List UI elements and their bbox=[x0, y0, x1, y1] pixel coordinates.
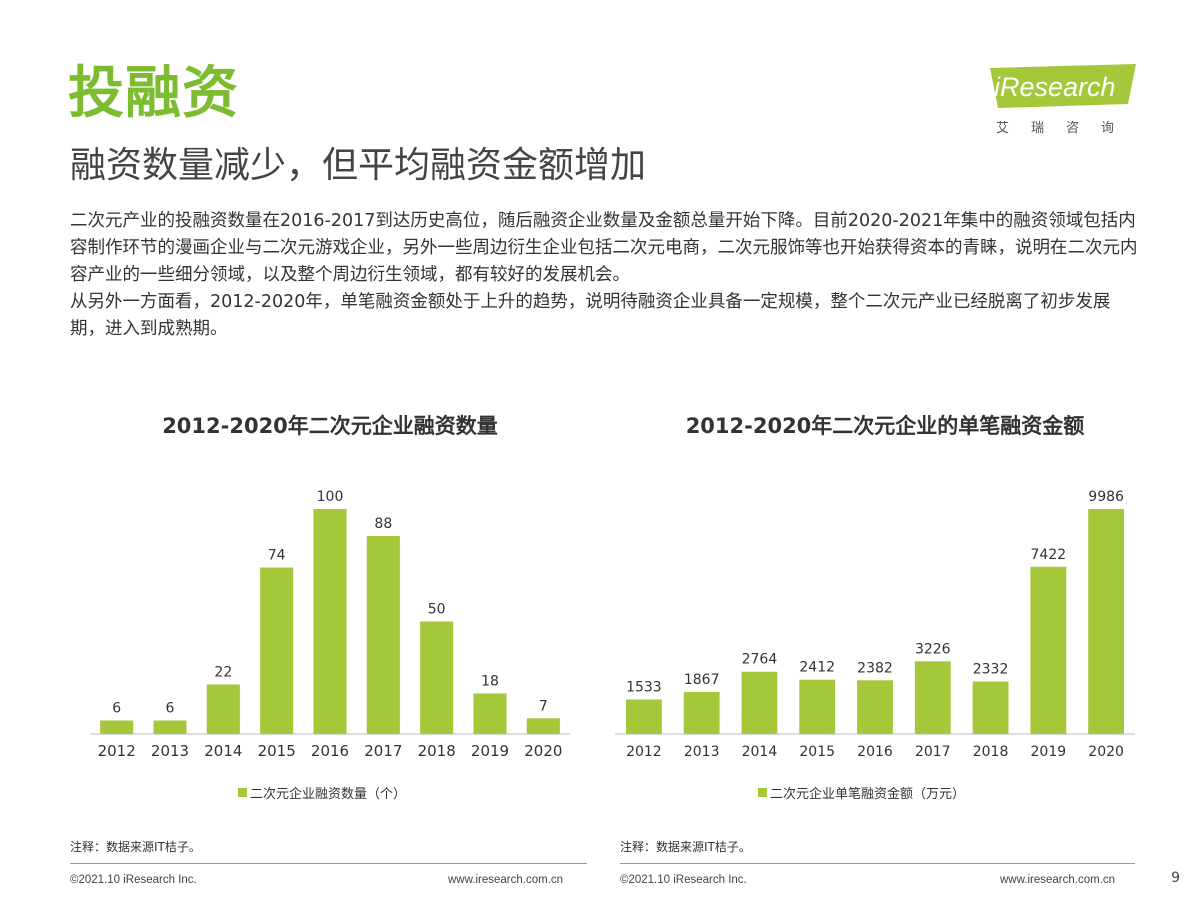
bar-2020 bbox=[526, 718, 560, 734]
bar-2018 bbox=[420, 621, 454, 734]
data-label-2019: 18 bbox=[481, 674, 499, 690]
data-label-2014: 2764 bbox=[742, 652, 778, 668]
bar-2013 bbox=[683, 691, 720, 734]
bar-2018 bbox=[972, 681, 1009, 734]
x-tick-label-2012: 2012 bbox=[626, 744, 662, 760]
logo-wordmark: iResearch bbox=[994, 72, 1116, 102]
logo-subtitle: 艾瑞咨询 bbox=[996, 121, 1137, 136]
footer-copyright-right: ©2021.10 iResearch Inc. bbox=[620, 874, 747, 886]
body-text: 二次元产业的投融资数量在2016-2017到达历史高位，随后融资企业数量及金额总… bbox=[70, 208, 1145, 343]
footer-url-right[interactable]: www.iresearch.com.cn bbox=[1000, 874, 1116, 886]
bar-2015 bbox=[799, 679, 836, 734]
x-tick-label-2013: 2013 bbox=[684, 744, 720, 760]
paragraph-2: 从另外一方面看，2012-2020年，单笔融资金额处于上升的趋势，说明待融资企业… bbox=[70, 292, 1111, 339]
data-label-2013: 6 bbox=[166, 701, 175, 717]
chart-left: 6 2012 6 2013 22 2014 74 2015 100 2016 88 2017 50 201… bbox=[90, 489, 570, 760]
page-subtitle: 融资数量减少，但平均融资金额增加 bbox=[70, 145, 647, 186]
data-label-2018: 2332 bbox=[973, 661, 1009, 677]
note-right: 注释：数据来源IT桔子。 bbox=[620, 840, 751, 854]
bar-2012 bbox=[100, 720, 134, 734]
note-left: 注释：数据来源IT桔子。 bbox=[70, 840, 201, 854]
x-tick-label-2019: 2019 bbox=[471, 742, 509, 760]
bar-2016 bbox=[313, 509, 347, 734]
legend-swatch-right bbox=[758, 788, 767, 797]
bar-2020 bbox=[1088, 509, 1125, 734]
data-label-2014: 22 bbox=[214, 665, 232, 681]
x-tick-label-2015: 2015 bbox=[258, 742, 296, 760]
iresearch-logo bbox=[990, 64, 1136, 108]
x-tick-label-2015: 2015 bbox=[799, 744, 835, 760]
bar-2013 bbox=[153, 720, 187, 734]
page-title: 投融资 bbox=[68, 61, 239, 126]
bar-2019 bbox=[1030, 566, 1067, 734]
data-label-2015: 2412 bbox=[799, 660, 835, 676]
bar-2012 bbox=[625, 699, 662, 734]
x-tick-label-2013: 2013 bbox=[151, 742, 189, 760]
bar-2014 bbox=[206, 684, 240, 734]
x-tick-label-2012: 2012 bbox=[98, 742, 136, 760]
x-tick-label-2019: 2019 bbox=[1031, 744, 1067, 760]
x-tick-label-2018: 2018 bbox=[418, 742, 456, 760]
data-label-2019: 7422 bbox=[1031, 547, 1067, 563]
bar-2016 bbox=[857, 680, 893, 734]
legend-right: 二次元企业单笔融资金额（万元） bbox=[758, 783, 965, 802]
chart-right: 1533 2012 1867 2013 2764 2014 2412 2015 2382 2016… bbox=[615, 489, 1135, 760]
bar-2019 bbox=[473, 693, 507, 734]
data-label-2020: 7 bbox=[539, 698, 548, 714]
x-tick-label-2020: 2020 bbox=[524, 742, 562, 760]
x-tick-label-2017: 2017 bbox=[364, 742, 402, 760]
bar-2014 bbox=[741, 671, 778, 734]
footer-url-left[interactable]: www.iresearch.com.cn bbox=[448, 874, 564, 886]
footer-divider-right bbox=[620, 863, 1135, 864]
paragraph-1: 二次元产业的投融资数量在2016-2017到达历史高位，随后融资企业数量及金额总… bbox=[70, 211, 1138, 285]
data-label-2015: 74 bbox=[268, 548, 286, 564]
data-label-2020: 9986 bbox=[1088, 489, 1124, 505]
x-tick-label-2014: 2014 bbox=[742, 744, 778, 760]
x-tick-label-2018: 2018 bbox=[973, 744, 1009, 760]
chart-title-right: 2012-2020年二次元企业的单笔融资金额 bbox=[685, 414, 1085, 438]
data-label-2018: 50 bbox=[428, 602, 446, 618]
page-number: 9 bbox=[1171, 870, 1180, 886]
chart-title-left: 2012-2020年二次元企业融资数量 bbox=[162, 414, 498, 438]
data-label-2012: 1533 bbox=[626, 679, 662, 695]
data-label-2016: 2382 bbox=[857, 660, 893, 676]
data-label-2017: 88 bbox=[374, 516, 392, 532]
logo-banner-shape bbox=[990, 64, 1136, 108]
x-tick-label-2016: 2016 bbox=[857, 744, 893, 760]
legend-left: 二次元企业融资数量（个） bbox=[238, 783, 406, 802]
footer-copyright-left: ©2021.10 iResearch Inc. bbox=[70, 874, 197, 886]
data-label-2017: 3226 bbox=[915, 641, 951, 657]
x-tick-label-2017: 2017 bbox=[915, 744, 951, 760]
x-tick-label-2020: 2020 bbox=[1088, 744, 1124, 760]
data-label-2012: 6 bbox=[112, 701, 121, 717]
legend-label-left: 二次元企业融资数量（个） bbox=[250, 787, 407, 802]
x-tick-label-2016: 2016 bbox=[311, 742, 349, 760]
footer-divider-left bbox=[70, 863, 587, 864]
legend-swatch-left bbox=[238, 788, 247, 797]
x-tick-label-2014: 2014 bbox=[204, 742, 242, 760]
bar-2017 bbox=[366, 536, 400, 734]
data-label-2016: 100 bbox=[317, 489, 344, 505]
bar-2015 bbox=[260, 567, 294, 734]
data-label-2013: 1867 bbox=[684, 672, 720, 688]
bar-2017 bbox=[914, 661, 951, 734]
legend-label-right: 二次元企业单笔融资金额（万元） bbox=[770, 787, 966, 802]
